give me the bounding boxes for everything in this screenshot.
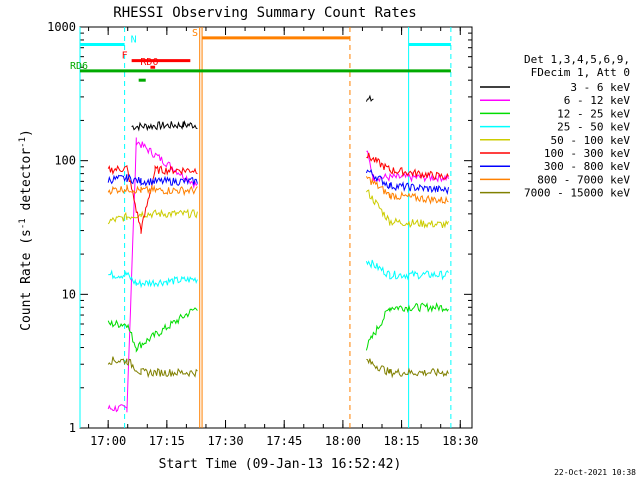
y-tick-label: 10 [62, 287, 76, 301]
series-line [107, 208, 198, 225]
legend-header: FDecim 1, Att 0 [531, 66, 630, 79]
legend-entry-label: 100 - 300 keV [544, 147, 630, 160]
x-tick-label: 18:00 [325, 434, 361, 448]
legend-entry-label: 25 - 50 keV [557, 121, 630, 134]
x-tick-label: 17:15 [149, 434, 185, 448]
chart-axes: 1 10 100 1000 17:00 17:15 17:30 17:45 18:00 18:15… [47, 20, 478, 448]
plot-frame [79, 26, 473, 429]
series-line [365, 259, 449, 281]
series-line [108, 269, 198, 289]
y-tick-label: 100 [54, 154, 76, 168]
chart-flag-bars: NF S RD0 RD6 [70, 28, 451, 82]
flag-label: RD6 [70, 61, 88, 72]
x-tick-label: 17:00 [90, 434, 126, 448]
series-line [365, 189, 449, 229]
series-line [107, 173, 198, 187]
legend-entry-label: 800 - 7000 keV [537, 173, 630, 186]
y-axis-label: Count Rate (s-1 detector-1) [18, 129, 34, 331]
y-tick-label: 1000 [47, 20, 76, 34]
series-line [365, 168, 449, 195]
legend-entry-label: 12 - 25 keV [557, 107, 630, 120]
legend-entry-label: 3 - 6 keV [570, 81, 630, 94]
series-line [365, 302, 449, 351]
legend-entry-label: 300 - 800 keV [544, 160, 630, 173]
y-tick-label: 1 [69, 421, 76, 435]
flag-label: S [192, 28, 198, 39]
legend-entry-label: 7000 - 15000 keV [524, 187, 630, 200]
series-line [107, 307, 198, 353]
flag-label: RD0 [140, 57, 158, 68]
series-line [365, 94, 374, 102]
series-line [365, 176, 449, 205]
legend-entry-label: 6 - 12 keV [564, 94, 631, 107]
chart-vlines [79, 27, 452, 428]
series-line [131, 120, 198, 132]
series-line [107, 184, 198, 197]
legend-entry-label: 50 - 100 keV [551, 134, 631, 147]
footer-timestamp: 22-Oct-2021 10:38 [554, 468, 636, 477]
flag-label: F [122, 51, 128, 62]
chart-series [107, 94, 449, 413]
x-axis-label: Start Time (09-Jan-13 16:52:42) [159, 457, 402, 472]
series-line [366, 358, 449, 379]
chart-title: RHESSI Observing Summary Count Rates [113, 5, 416, 21]
x-tick-label: 18:30 [442, 434, 478, 448]
x-tick-label: 17:45 [266, 434, 302, 448]
flag-label: N [131, 34, 137, 45]
x-tick-label: 17:30 [207, 434, 243, 448]
series-line [107, 356, 198, 379]
legend-header: Det 1,3,4,5,6,9, [524, 53, 630, 66]
series-line [366, 152, 449, 180]
x-tick-label: 18:15 [384, 434, 420, 448]
chart-legend: Det 1,3,4,5,6,9,FDecim 1, Att 0 3 - 6 keV… [480, 53, 630, 200]
